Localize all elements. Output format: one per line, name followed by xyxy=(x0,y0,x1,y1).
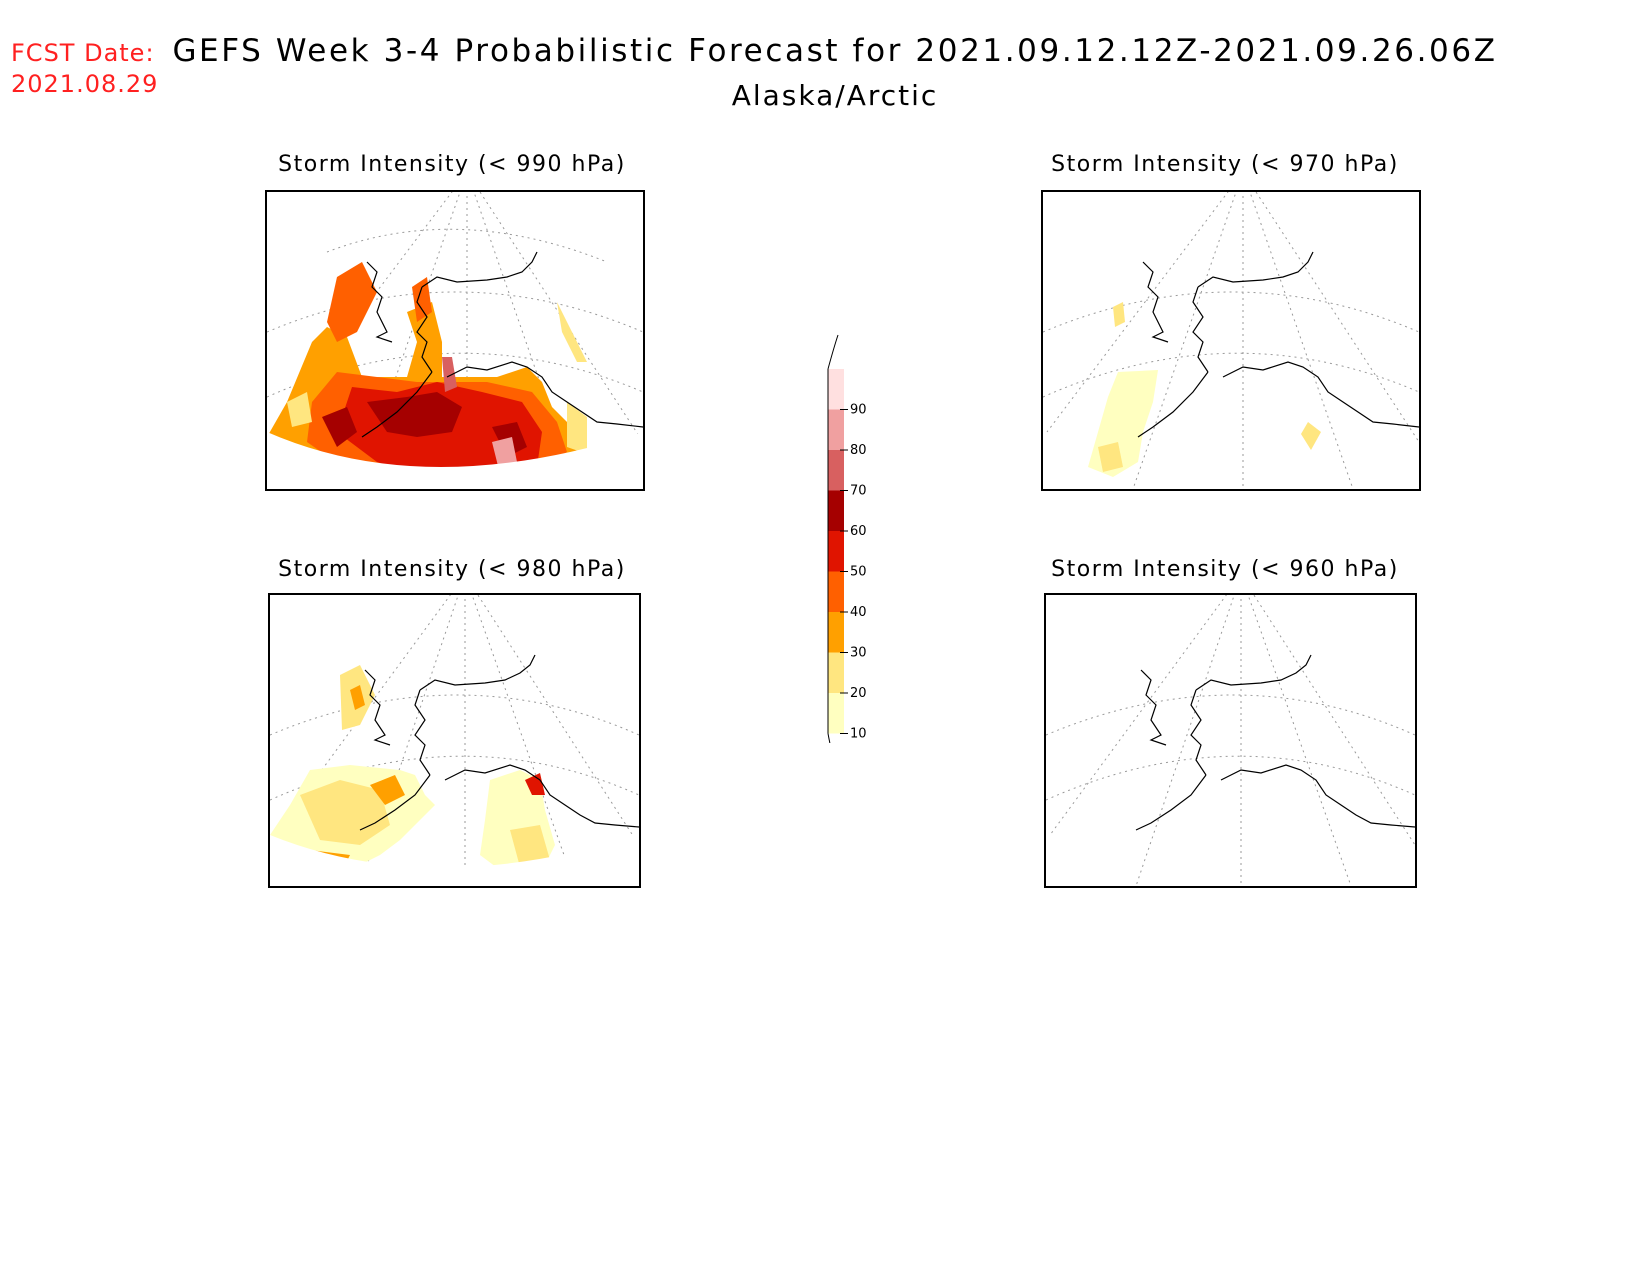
probability-fill xyxy=(1088,302,1321,477)
colorbar-label-10: 10 xyxy=(850,727,867,742)
colorbar-swatch-4 xyxy=(828,531,844,572)
colorbar-label-80: 80 xyxy=(850,443,867,458)
colorbar-label-50: 50 xyxy=(850,565,867,580)
colorbar-swatch-6 xyxy=(828,450,844,491)
colorbar-swatch-5 xyxy=(828,490,844,531)
region-subtitle: Alaska/Arctic xyxy=(731,79,939,112)
coastline xyxy=(1137,251,1419,438)
page-title: GEFS Week 3-4 Probabilistic Forecast for… xyxy=(172,33,1498,69)
forecast-date-block: FCST Date: 2021.08.29 xyxy=(11,38,158,100)
colorbar-label-90: 90 xyxy=(850,403,867,418)
colorbar-bottom-cap xyxy=(827,733,831,743)
panel-title-990: Storm Intensity (< 990 hPa) xyxy=(278,152,626,177)
coastline xyxy=(1135,654,1415,831)
panel-title-970: Storm Intensity (< 970 hPa) xyxy=(1051,152,1399,177)
forecast-date-value: 2021.08.29 xyxy=(11,70,159,98)
colorbar: 10 20 30 40 50 60 70 80 90 xyxy=(827,334,867,743)
projection-mask xyxy=(267,432,643,489)
colorbar-label-40: 40 xyxy=(850,605,867,620)
probability-fill xyxy=(270,665,555,870)
projection-mask xyxy=(270,835,639,886)
colorbar-swatch-3 xyxy=(828,571,844,612)
colorbar-top-cap xyxy=(827,334,839,370)
panel-title-960: Storm Intensity (< 960 hPa) xyxy=(1051,557,1399,582)
colorbar-label-30: 30 xyxy=(850,646,867,661)
colorbar-swatches xyxy=(827,334,844,743)
colorbar-swatch-0 xyxy=(828,693,844,734)
colorbar-label-70: 70 xyxy=(850,484,867,499)
map-panel-990 xyxy=(265,190,645,491)
map-panel-980 xyxy=(268,593,641,888)
forecast-date-label: FCST Date: xyxy=(11,39,155,67)
map-980-svg xyxy=(270,595,639,886)
colorbar-swatch-1 xyxy=(828,652,844,693)
coastline xyxy=(359,654,639,831)
map-970-svg xyxy=(1043,192,1419,489)
colorbar-label-20: 20 xyxy=(850,686,867,701)
coastline xyxy=(361,251,643,438)
panel-title-980: Storm Intensity (< 980 hPa) xyxy=(278,557,626,582)
map-960-svg xyxy=(1046,595,1415,886)
colorbar-swatch-2 xyxy=(828,612,844,653)
colorbar-ticks: 10 20 30 40 50 60 70 80 90 xyxy=(840,403,867,742)
colorbar-swatch-8 xyxy=(828,369,844,410)
map-panel-960 xyxy=(1044,593,1417,888)
map-990-svg xyxy=(267,192,643,489)
probability-fill xyxy=(267,262,587,489)
colorbar-swatch-7 xyxy=(828,409,844,450)
graticule xyxy=(1043,192,1419,489)
graticule xyxy=(1046,595,1415,886)
colorbar-label-60: 60 xyxy=(850,524,867,539)
map-panel-970 xyxy=(1041,190,1421,491)
